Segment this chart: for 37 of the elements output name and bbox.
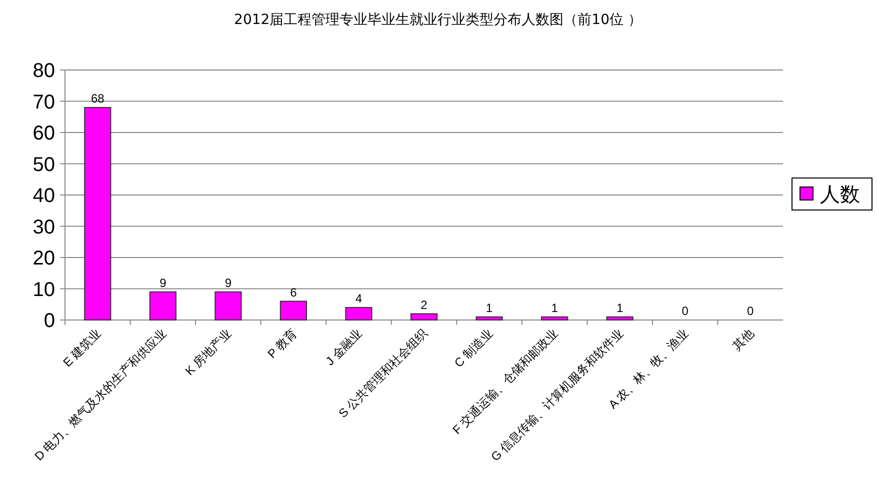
legend-label: 人数 — [820, 184, 860, 206]
y-tick-label: 20 — [32, 248, 55, 270]
chart-title: 2012届工程管理专业毕业生就业行业类型分布人数图（前10位 ） — [234, 12, 642, 28]
y-tick-label: 10 — [32, 278, 55, 301]
bar — [345, 307, 372, 320]
y-tick-label: 50 — [32, 154, 55, 176]
bar — [84, 107, 112, 320]
bar — [540, 316, 568, 320]
data-label: 9 — [160, 276, 167, 290]
x-tick-label: E 建筑业 — [60, 326, 104, 370]
data-label: 9 — [224, 276, 232, 290]
data-label: 1 — [486, 300, 493, 315]
bar — [214, 291, 242, 320]
bar — [280, 300, 308, 320]
y-tick-label: 70 — [32, 91, 55, 114]
data-label: 0 — [682, 304, 689, 318]
y-tick-label: 30 — [32, 216, 55, 238]
x-tick-label: 其他 — [730, 326, 756, 354]
y-tick-label: 80 — [32, 60, 55, 82]
x-tick-label: C 制造业 — [452, 326, 496, 370]
bar — [606, 316, 634, 320]
x-tick-label: P 教育 — [264, 326, 300, 361]
data-label: 2 — [420, 298, 428, 312]
data-label: 6 — [290, 285, 298, 300]
x-tick-label: K 房地产业 — [182, 326, 234, 378]
bar — [476, 316, 503, 320]
bar — [410, 313, 438, 320]
y-tick-label: 40 — [32, 185, 55, 207]
data-label: 1 — [616, 300, 624, 315]
data-label: 68 — [90, 92, 105, 106]
y-tick-label: 60 — [32, 122, 55, 144]
y-tick-label: 0 — [44, 310, 55, 332]
x-tick-label: J 金融业 — [322, 326, 365, 368]
data-label: 0 — [747, 304, 754, 318]
data-label: 1 — [551, 300, 558, 315]
data-label: 4 — [355, 292, 362, 306]
bar — [149, 291, 176, 320]
